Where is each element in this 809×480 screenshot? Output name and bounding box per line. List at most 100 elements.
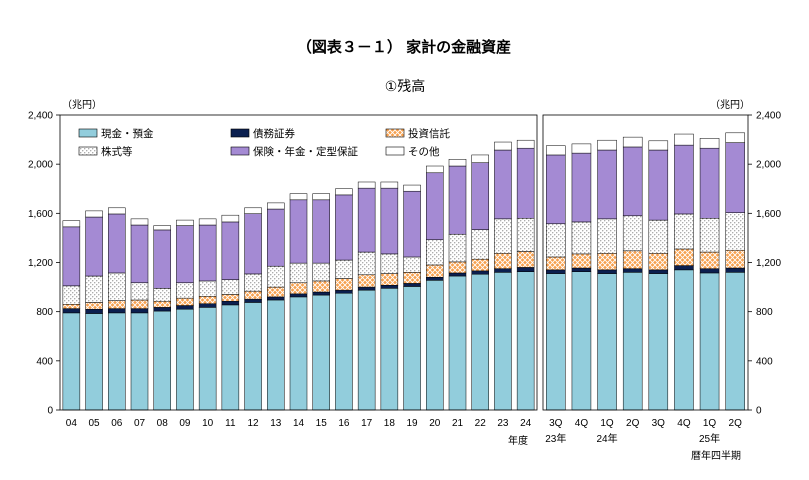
bar-debt-securities-fy-3 [130,308,149,314]
bar-cash-deposits-fy-15 [403,286,421,411]
bar-equities-q-5 [674,213,694,250]
x-tick-label: 10 [202,418,214,429]
x-tick-label: 20 [429,418,441,429]
y-tick-label: 1,600 [28,209,53,220]
bar-debt-securities-fy-17 [448,272,467,277]
bar-investment-trusts-fy-4 [153,300,171,308]
bar-other-fy-5 [176,219,194,226]
bar-equities-q-7 [725,212,745,251]
x-tick-label: 19 [407,418,419,429]
bar-equities-q-1 [571,221,592,255]
x-axis-label: 暦年四半期 [691,449,741,462]
x-tick-label: 09 [179,418,191,429]
bar-equities-q-0 [546,223,566,258]
bar-other-fy-9 [267,202,285,210]
bar-cash-deposits-q-3 [622,272,643,411]
bar-investment-trusts-fy-17 [448,261,467,274]
bar-cash-deposits-fy-12 [335,292,353,411]
bar-cash-deposits-fy-20 [516,271,535,411]
bar-other-fy-15 [403,184,421,192]
x-tick-label: 22 [475,418,487,429]
bar-debt-securities-fy-6 [198,303,217,308]
y-tick-label: 0 [756,406,762,417]
bar-other-q-0 [546,145,566,156]
bar-equities-fy-15 [403,256,421,273]
bar-other-fy-1 [85,210,103,218]
bar-debt-securities-fy-2 [108,308,126,314]
bar-debt-securities-fy-0 [62,308,81,314]
x-tick-label: 14 [293,418,305,429]
bar-other-fy-8 [244,207,262,214]
bar-debt-securities-q-5 [674,265,694,271]
bar-investment-trusts-fy-6 [198,296,217,304]
bar-other-fy-12 [335,188,353,196]
bar-equities-fy-10 [289,262,308,284]
bar-equities-fy-6 [198,280,217,297]
y-tick-label: 1,200 [756,258,781,269]
bar-cash-deposits-q-0 [546,273,566,411]
x-tick-label: 04 [66,418,78,429]
bar-investment-trusts-fy-5 [176,297,194,306]
bar-other-fy-13 [357,181,376,189]
bar-debt-securities-fy-14 [380,284,399,289]
x-tick-label: 17 [361,418,373,429]
bar-insurance-pensions-q-2 [597,149,617,220]
bar-investment-trusts-fy-11 [312,280,330,293]
bar-cash-deposits-q-7 [725,272,745,411]
bar-other-q-2 [597,139,617,151]
bar-insurance-pensions-fy-9 [267,208,285,267]
bar-investment-trusts-fy-16 [426,264,444,278]
bar-investment-trusts-q-4 [648,253,669,271]
bar-cash-deposits-fy-7 [221,304,240,411]
bar-other-fy-18 [471,154,489,163]
bar-other-q-3 [622,136,643,148]
x-tick-label: 3Q [549,418,563,429]
bar-investment-trusts-q-1 [571,253,592,269]
y-tick-label: 2,000 [28,160,53,171]
bar-other-fy-0 [62,220,81,228]
bar-cash-deposits-fy-18 [471,273,489,411]
bar-other-q-5 [674,133,694,146]
bar-equities-fy-16 [426,239,444,266]
x-tick-label: 18 [384,418,396,429]
bar-investment-trusts-fy-15 [403,272,421,284]
bar-debt-securities-fy-9 [267,296,285,301]
x-tick-label: 24 [520,418,532,429]
bar-other-fy-16 [426,165,444,174]
legend-swatch-equities [78,146,98,156]
bar-cash-deposits-fy-16 [426,280,444,411]
bar-cash-deposits-fy-14 [380,288,399,411]
bar-cash-deposits-fy-10 [289,296,308,411]
bar-investment-trusts-fy-13 [357,274,376,288]
x-tick-label: 15 [316,418,328,429]
bar-equities-fy-5 [176,282,194,299]
bar-insurance-pensions-q-1 [571,152,592,223]
x-tick-label: 13 [270,418,282,429]
bar-cash-deposits-fy-13 [357,289,376,411]
bar-cash-deposits-fy-0 [62,312,81,411]
bar-cash-deposits-fy-19 [494,272,512,411]
bar-investment-trusts-q-2 [597,253,617,271]
bar-insurance-pensions-q-0 [546,154,566,225]
x-axis-label: 年度 [508,434,528,447]
bar-other-fy-4 [153,225,171,231]
bar-investment-trusts-fy-2 [108,300,126,309]
bar-investment-trusts-fy-20 [516,251,535,268]
bar-debt-securities-q-2 [597,269,617,274]
bar-cash-deposits-q-4 [648,273,669,411]
bar-equities-fy-2 [108,272,126,301]
bar-debt-securities-q-0 [546,269,566,274]
legend-swatch-insurance-pensions [230,146,250,156]
x-tick-label: 1Q [600,418,614,429]
bar-equities-fy-0 [62,285,81,305]
bar-debt-securities-fy-4 [153,307,171,312]
bar-other-fy-6 [198,218,217,226]
bar-equities-fy-18 [471,229,489,260]
legend-swatch-investment-trusts [385,128,405,138]
bar-equities-fy-9 [267,265,285,288]
legend-label-insurance-pensions: 保険・年金・定型保証 [253,145,358,158]
legend-label-equities: 株式等 [101,145,133,158]
legend-label-other: その他 [408,145,440,158]
y-axis-unit: （兆円） [710,99,750,111]
bar-equities-fy-1 [85,275,103,303]
